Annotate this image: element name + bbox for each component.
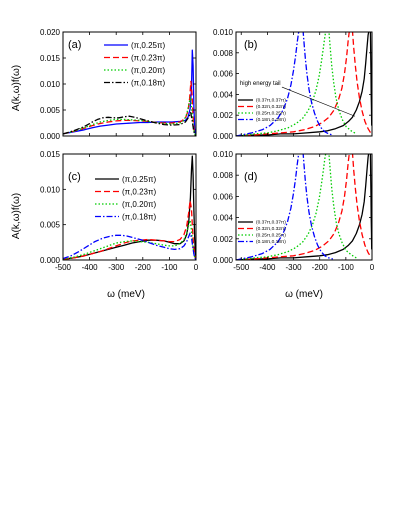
y-tick-label: 0.008	[213, 171, 234, 180]
x-tick-label: -100	[338, 263, 355, 272]
y-tick-label: 0.010	[40, 185, 61, 194]
y-tick-label: 0.000	[40, 132, 61, 141]
legend: (0.37π,0.37π)(0.32π,0.32π)(0.25π,0.25π)(…	[238, 220, 286, 245]
x-tick-label: 0	[370, 263, 375, 272]
panel-1: 0.000 0.002 0.004 0.006 0.008 0.010 (b) (0.37π,…	[213, 28, 373, 141]
y-tick-label: 0.002	[213, 235, 234, 244]
legend-label: (0.32π,0.32π)	[256, 104, 286, 110]
series-line	[236, 32, 350, 136]
axes-frame	[62, 153, 197, 261]
xlabel-right: ω (meV)	[285, 289, 323, 300]
legend-label: (0.25π,0.25π)	[256, 233, 286, 239]
panel-3: -500 -400 -300 -200 -100 0 0.000 0.002 0.004 0.00…	[213, 150, 375, 272]
legend-label: (0.25π,0.25π)	[256, 111, 286, 117]
series-line	[63, 199, 196, 260]
x-tick-label: -300	[286, 263, 303, 272]
x-tick-label: -500	[233, 263, 250, 272]
x-tick-label: -200	[135, 263, 152, 272]
legend-label: (0.32π,0.32π)	[256, 226, 286, 232]
y-tick-label: 0.010	[213, 28, 234, 37]
x-tick-label: -500	[55, 263, 72, 272]
series-line	[351, 154, 372, 258]
series-line	[236, 32, 300, 136]
series-line	[236, 154, 300, 260]
y-tick-label: 0.010	[40, 80, 61, 89]
axes-frame	[235, 153, 373, 261]
legend-label: (0.18π,0.18π)	[256, 239, 286, 245]
legend: (0.37π,0.37π)(0.32π,0.32π)(0.25π,0.25π)(…	[238, 98, 286, 123]
y-tick-label: 0.006	[213, 192, 234, 201]
legend-label: (π,0.25π)	[122, 175, 156, 184]
y-tick-label: 0.004	[213, 214, 234, 223]
y-tick-label: 0.002	[213, 111, 234, 120]
legend-label: (π,0.18π)	[131, 78, 165, 87]
y-tick-label: 0.005	[40, 106, 61, 115]
x-tick-label: -400	[259, 263, 276, 272]
xlabel-left: ω (meV)	[107, 289, 145, 300]
x-tick-label: -400	[82, 263, 99, 272]
ylabel-top: A(k,ω)f(ω)	[11, 65, 22, 111]
series-line	[236, 32, 327, 136]
series-line	[63, 80, 196, 136]
legend-label: (π,0.23π)	[131, 53, 165, 62]
x-tick-label: -300	[108, 263, 125, 272]
series-group	[63, 155, 196, 260]
panel-label: (d)	[244, 171, 257, 183]
series-line	[236, 32, 370, 136]
legend-label: (π,0.20π)	[131, 66, 165, 75]
legend-label: (0.37π,0.37π)	[256, 220, 286, 226]
legend-label: (π,0.25π)	[131, 41, 165, 50]
series-group	[63, 49, 196, 136]
series-line	[236, 154, 327, 260]
y-tick-label: 0.006	[213, 70, 234, 79]
legend-label: (π,0.20π)	[122, 200, 156, 209]
series-line	[63, 49, 196, 136]
annotation-arrow	[281, 86, 356, 117]
y-tick-label: 0.005	[40, 221, 61, 230]
series-group	[236, 32, 372, 136]
y-tick-label: 0.000	[213, 132, 234, 141]
series-line	[63, 219, 196, 260]
series-line	[351, 32, 372, 134]
y-tick-label: 0.015	[40, 54, 61, 63]
ylabel-bottom: A(k,ω)f(ω)	[11, 193, 22, 239]
panel-label: (a)	[68, 39, 81, 51]
y-tick-label: 0.010	[213, 150, 234, 159]
y-tick-label: 0.004	[213, 90, 234, 99]
y-tick-label: 0.000	[40, 256, 61, 265]
annotation-label: high energy tail	[240, 81, 281, 87]
panel-2: -500 -400 -300 -200 -100 0 0.000 0.005 0.010 0.01…	[40, 150, 199, 272]
x-tick-label: 0	[194, 263, 199, 272]
series-line	[236, 154, 370, 260]
series-line	[302, 154, 333, 260]
x-tick-label: -100	[161, 263, 178, 272]
panel-label: (b)	[244, 39, 257, 51]
series-line	[236, 154, 350, 260]
series-line	[63, 232, 196, 260]
legend: (π,0.25π) (π,0.23π) (π,0.20π) (π,0.18π)	[95, 175, 156, 221]
series-line	[63, 96, 196, 136]
series-line	[63, 111, 196, 136]
y-tick-label: 0.015	[40, 150, 61, 159]
legend-label: (0.18π,0.18π)	[256, 117, 286, 123]
series-line	[302, 32, 333, 136]
series-line	[328, 32, 357, 135]
y-tick-label: 0.008	[213, 49, 234, 58]
legend: (π,0.25π) (π,0.23π) (π,0.20π) (π,0.18π)	[104, 41, 165, 87]
legend-label: (0.37π,0.37π)	[256, 98, 286, 104]
axes-frame	[235, 31, 373, 137]
legend-label: (π,0.18π)	[122, 212, 156, 221]
y-tick-label: 0.020	[40, 28, 61, 37]
panel-label: (c)	[68, 171, 81, 183]
y-tick-label: 0.000	[213, 256, 234, 265]
legend-label: (π,0.23π)	[122, 187, 156, 196]
x-tick-label: -200	[312, 263, 329, 272]
